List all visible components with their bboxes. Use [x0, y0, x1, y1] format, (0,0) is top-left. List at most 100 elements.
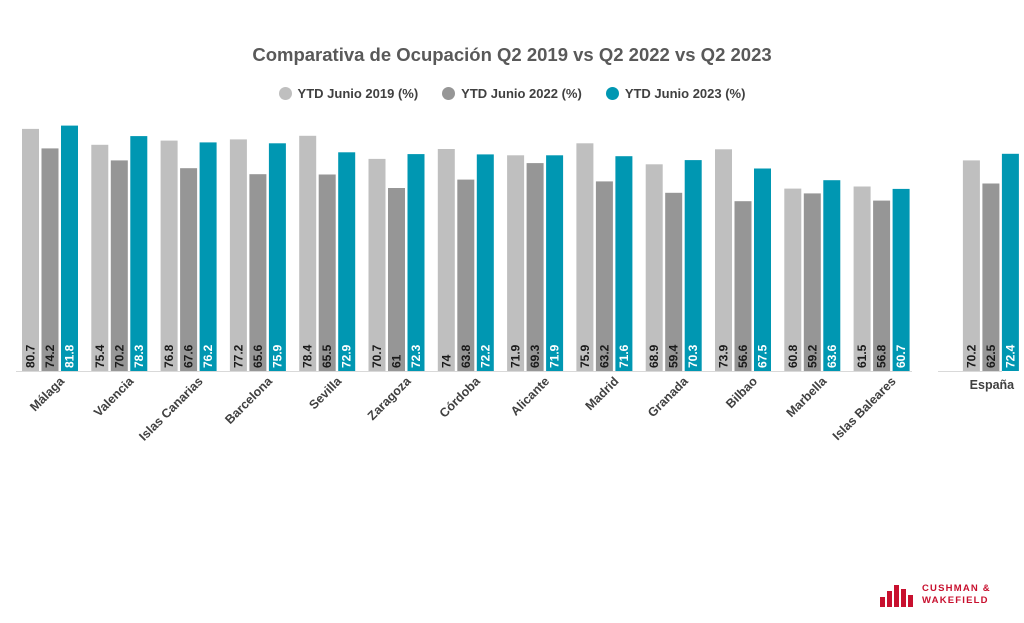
bar-2022 — [873, 200, 891, 371]
bar-2023 — [823, 180, 841, 371]
bar-2022 — [41, 148, 59, 371]
bar-2019 — [576, 143, 594, 371]
data-label-2023: 76.2 — [201, 344, 215, 368]
data-label-2022: 70.2 — [112, 344, 126, 368]
data-label-2019: 60.8 — [786, 344, 800, 368]
bar-2022 — [982, 183, 1000, 371]
data-label-2023: 67.5 — [756, 344, 770, 368]
category-label: Málaga — [27, 373, 68, 414]
bar-2019 — [229, 139, 247, 371]
data-label-2022: 67.6 — [182, 344, 196, 368]
category-label: Islas Baleares — [830, 374, 899, 443]
category-label: Alicante — [508, 374, 552, 418]
bar-2022 — [249, 174, 267, 371]
data-label-2023: 72.4 — [1003, 344, 1017, 368]
bar-2019 — [507, 155, 525, 371]
bar-2023 — [615, 156, 633, 371]
data-label-2023: 71.6 — [617, 344, 631, 368]
bar-2019 — [91, 144, 109, 371]
bar-2019 — [645, 164, 663, 371]
data-label-2022: 65.5 — [320, 344, 334, 368]
data-label-2023: 60.7 — [894, 344, 908, 368]
bar-2019 — [437, 149, 455, 371]
bar-2023 — [338, 152, 356, 371]
logo-line-1: CUSHMAN & — [922, 583, 991, 594]
bar-2023 — [199, 142, 217, 371]
legend-marker-2019 — [278, 87, 292, 100]
bar-2022 — [526, 163, 544, 371]
legend-label-2019: YTD Junio 2019 (%) — [297, 86, 419, 101]
logo-buildings-icon — [880, 585, 913, 607]
data-label-2019: 74 — [439, 354, 453, 368]
category-label: Granada — [645, 373, 692, 420]
bar-2022 — [388, 188, 405, 371]
legend: YTD Junio 2019 (%) YTD Junio 2022 (%) YT… — [0, 86, 1024, 101]
category-label: Córdoba — [437, 373, 484, 420]
bar-2023 — [1001, 153, 1019, 371]
data-label-2023: 63.6 — [825, 344, 839, 368]
category-label: Marbella — [784, 373, 831, 420]
data-label-2019: 80.7 — [24, 344, 38, 368]
bar-2019 — [853, 186, 871, 371]
bar-2023 — [130, 136, 148, 371]
data-label-2019: 70.7 — [370, 344, 384, 368]
category-label: España — [970, 378, 1016, 392]
bar-2022 — [665, 192, 683, 371]
legend-marker-2022 — [442, 87, 456, 100]
data-label-2019: 77.2 — [231, 344, 245, 368]
bar-2019 — [22, 128, 39, 371]
data-label-2022: 63.8 — [459, 344, 473, 368]
data-label-2019: 78.4 — [301, 344, 315, 368]
data-label-2023: 71.9 — [548, 344, 562, 368]
cushman-wakefield-logo: CUSHMAN & WAKEFIELD — [880, 583, 991, 607]
category-label: Sevilla — [306, 373, 345, 412]
logo-line-2: WAKEFIELD — [922, 595, 989, 606]
data-label-2019: 76.8 — [162, 344, 176, 368]
bar-2019 — [715, 149, 732, 371]
data-label-2019: 71.9 — [509, 344, 523, 368]
category-label: Barcelona — [222, 373, 275, 426]
legend-label-2022: YTD Junio 2022 (%) — [461, 86, 582, 101]
legend-item-2023: YTD Junio 2023 (%) — [605, 86, 746, 101]
bar-2019 — [299, 135, 317, 371]
bar-2022 — [734, 201, 752, 371]
bar-2022 — [803, 193, 821, 371]
bar-2019 — [160, 140, 178, 371]
category-label: Valencia — [91, 373, 137, 419]
data-label-2022: 74.2 — [43, 344, 57, 368]
chart-title: Comparativa de Ocupación Q2 2019 vs Q2 2… — [252, 44, 772, 65]
bar-2019 — [784, 188, 802, 371]
data-label-2019: 75.4 — [93, 344, 107, 368]
data-label-2019: 73.9 — [717, 344, 731, 368]
bar-2022 — [180, 168, 198, 371]
bar-2023 — [268, 143, 286, 371]
data-label-2019: 61.5 — [855, 344, 869, 368]
data-label-2022: 65.6 — [251, 344, 265, 368]
legend-item-2022: YTD Junio 2022 (%) — [442, 86, 582, 101]
legend-marker-2023 — [605, 87, 619, 100]
data-label-2023: 78.3 — [132, 344, 146, 368]
data-label-2022: 56.8 — [875, 344, 889, 368]
data-label-2022: 69.3 — [528, 344, 542, 368]
data-label-2022: 61 — [390, 354, 404, 368]
logo-text: CUSHMAN & WAKEFIELD — [922, 583, 991, 607]
bar-2022 — [595, 181, 613, 371]
bar-2023 — [892, 188, 910, 371]
data-label-2022: 63.2 — [597, 344, 611, 368]
bar-2023 — [407, 154, 425, 371]
data-label-2023: 72.2 — [478, 344, 492, 368]
category-label: Islas Canarias — [136, 374, 205, 443]
data-label-2023: 75.9 — [270, 344, 284, 368]
bar-2019 — [962, 160, 980, 371]
bar-2022 — [110, 160, 128, 371]
data-label-2023: 81.8 — [63, 344, 77, 368]
data-label-2022: 62.5 — [984, 344, 998, 368]
category-label: Madrid — [583, 374, 622, 413]
data-label-2019: 70.2 — [964, 344, 978, 368]
data-label-2022: 59.4 — [667, 344, 681, 368]
bar-2023 — [61, 125, 78, 371]
legend-label-2023: YTD Junio 2023 (%) — [624, 86, 746, 101]
data-label-2023: 72.9 — [340, 344, 354, 368]
category-label: Zaragoza — [365, 373, 414, 422]
